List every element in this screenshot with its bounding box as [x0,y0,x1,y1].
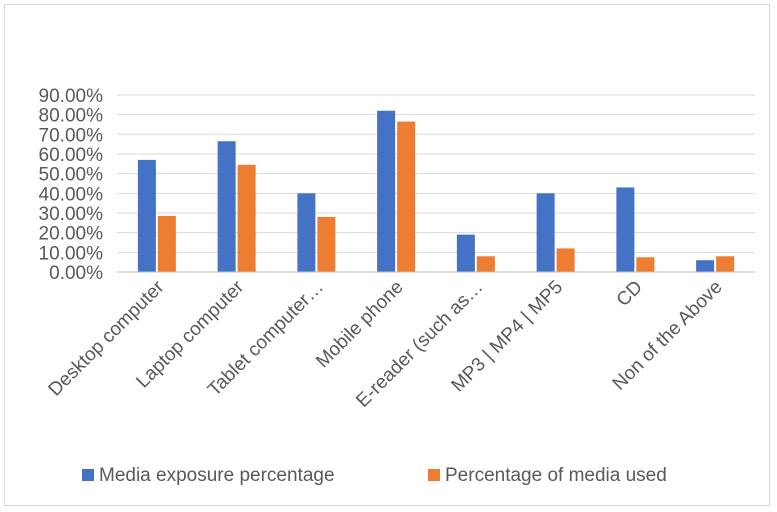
bar-media-exposure [137,159,156,272]
y-tick-label: 10.00% [39,243,104,264]
bar-media-used [317,216,336,272]
legend-label: Percentage of media used [445,465,667,486]
bar-media-used [636,257,655,272]
y-tick-label: 40.00% [39,184,104,205]
y-tick-label: 20.00% [39,224,104,245]
y-axis-ticks: 0.00%10.00%20.00%30.00%40.00%50.00%60.00… [39,86,104,284]
legend-label: Media exposure percentage [99,465,335,486]
legend-swatch [82,469,94,481]
bar-media-used [556,248,575,272]
x-category-label: CD [613,277,647,311]
y-tick-label: 0.00% [49,263,103,284]
y-tick-label: 60.00% [39,145,104,166]
legend: Media exposure percentage Percentage of m… [82,465,667,486]
bar-media-exposure [377,110,396,272]
bar-media-used [397,121,416,272]
bar-media-used [157,215,176,272]
bar-media-used [237,164,256,272]
bar-media-used [476,256,495,272]
legend-swatch [428,469,440,481]
bar-media-exposure [536,193,555,272]
y-tick-label: 70.00% [39,125,104,146]
bar-media-exposure [616,187,635,272]
bars [137,110,735,272]
bar-media-exposure [456,234,475,272]
y-tick-label: 80.00% [39,106,104,127]
bar-media-used [716,256,735,272]
bar-media-exposure [696,260,715,272]
bar-media-exposure [217,141,236,272]
y-tick-label: 50.00% [39,165,104,186]
bar-media-exposure [297,193,316,272]
y-tick-label: 90.00% [39,86,104,107]
y-tick-label: 30.00% [39,204,104,225]
gridlines [117,94,755,253]
